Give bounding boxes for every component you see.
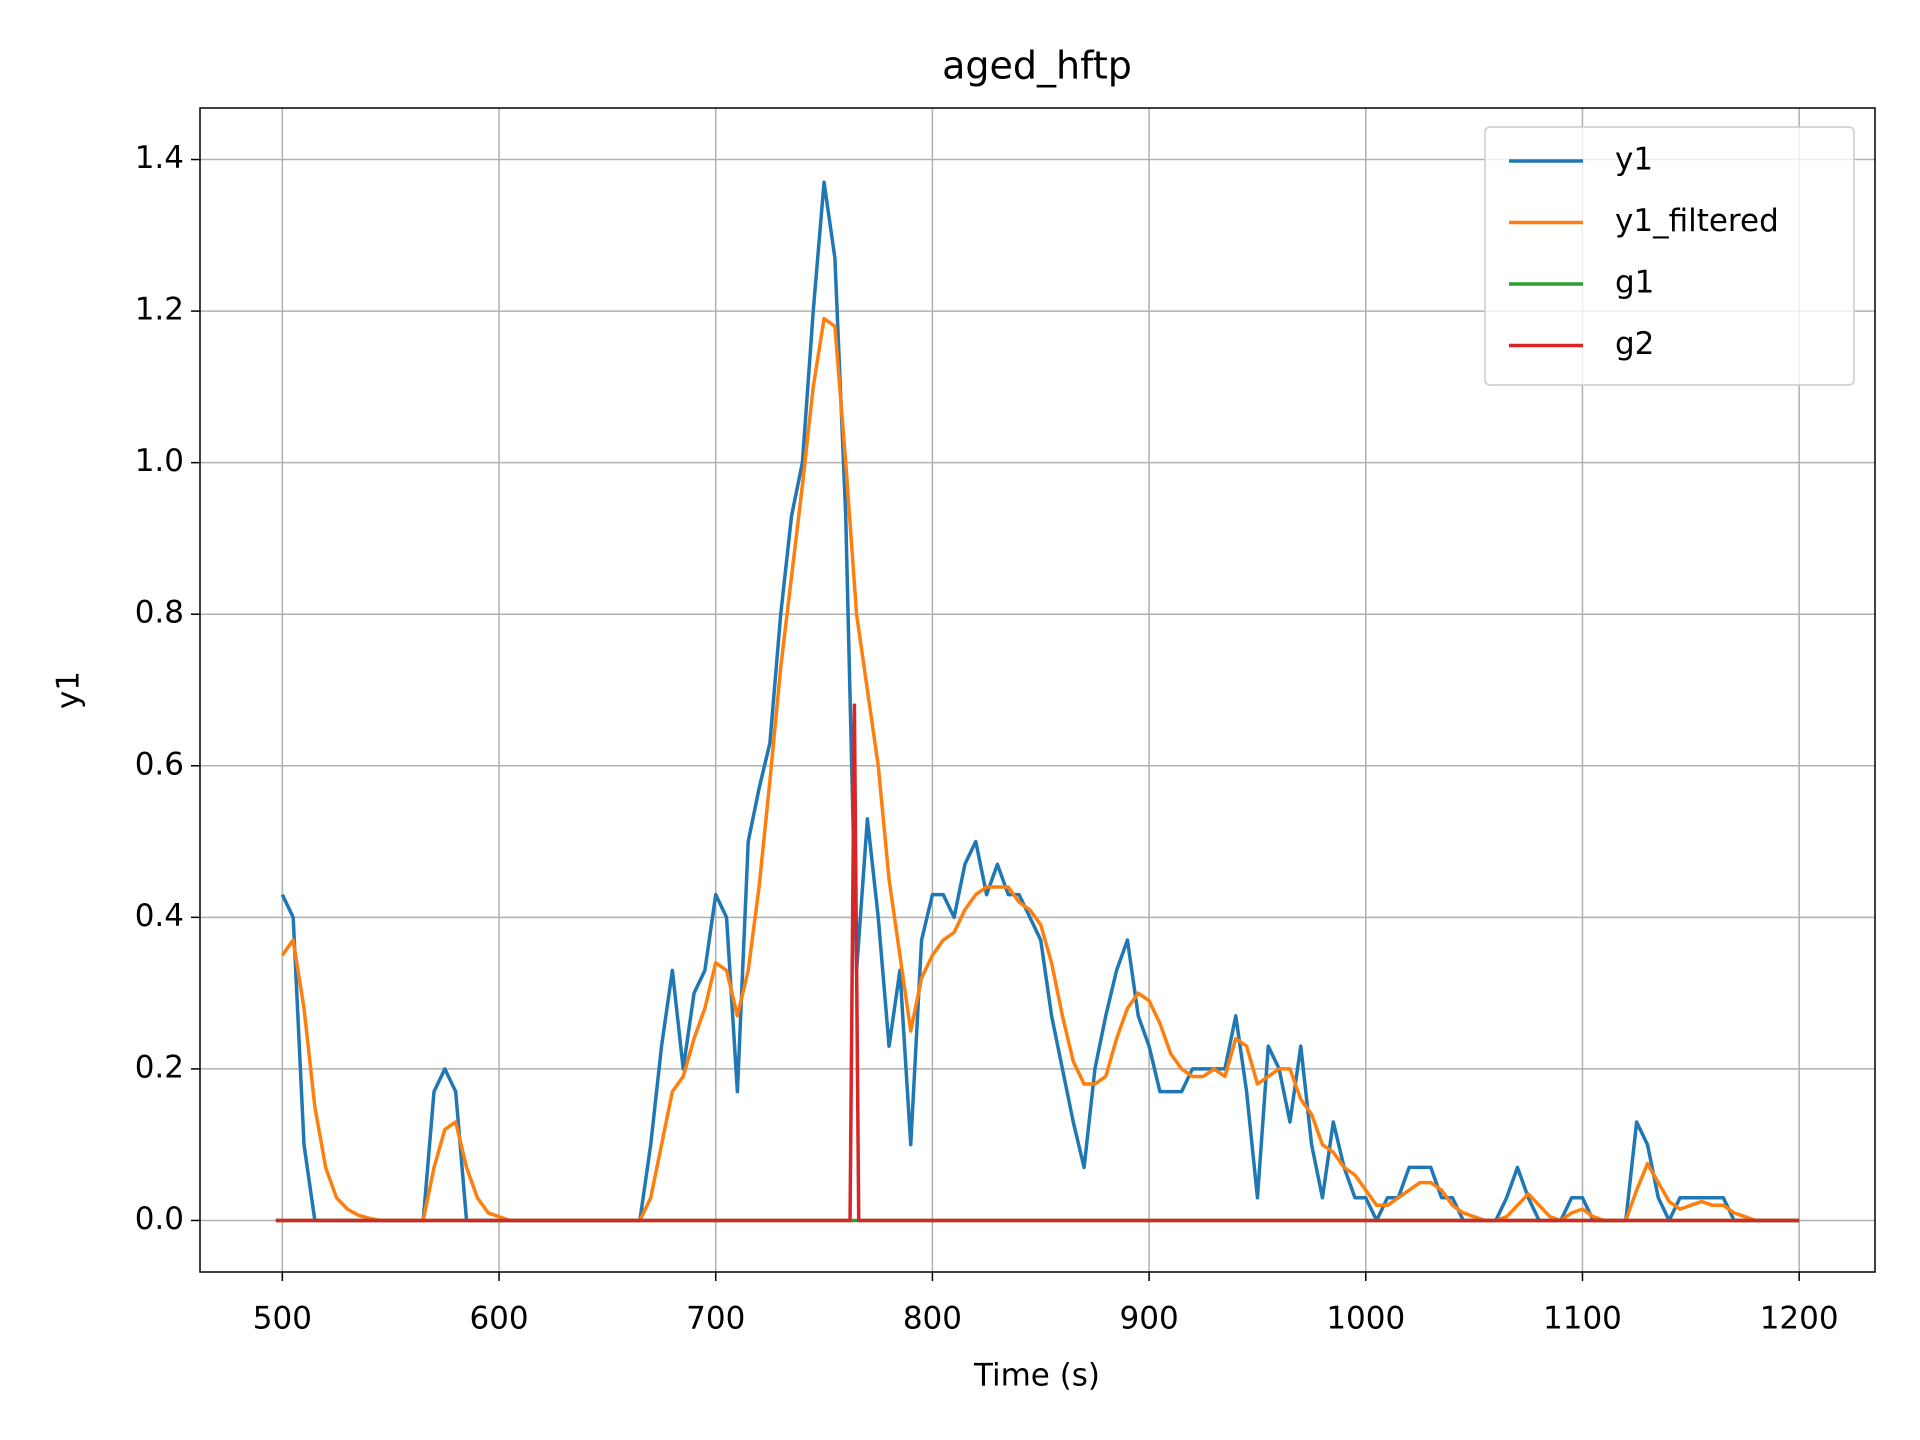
legend-label: y1_filtered bbox=[1615, 203, 1779, 239]
x-tick-label: 700 bbox=[686, 1301, 745, 1337]
x-tick-label: 1100 bbox=[1543, 1301, 1622, 1337]
series-line bbox=[280, 316, 1800, 1223]
legend-label: g1 bbox=[1615, 265, 1654, 301]
y-axis-label: y1 bbox=[51, 671, 87, 709]
y-tick-label: 1.2 bbox=[135, 292, 184, 328]
legend: y1 y1_filtered g1 g2 bbox=[1484, 126, 1855, 386]
x-tick-label: 1200 bbox=[1760, 1301, 1839, 1337]
series-line bbox=[275, 703, 1800, 1223]
plot-frame bbox=[199, 107, 1876, 1273]
y-tick-label: 0.2 bbox=[135, 1049, 184, 1085]
y-tick-label: 0.0 bbox=[135, 1201, 184, 1237]
chart-title: aged_hftp bbox=[942, 44, 1132, 88]
x-tick-label: 500 bbox=[253, 1301, 312, 1337]
x-tick-label: 1000 bbox=[1326, 1301, 1405, 1337]
legend-label: y1 bbox=[1615, 142, 1653, 178]
x-tick-label: 800 bbox=[903, 1301, 962, 1337]
y-tick-label: 1.0 bbox=[135, 443, 184, 479]
legend-box bbox=[1484, 126, 1855, 386]
x-tick-label: 900 bbox=[1120, 1301, 1179, 1337]
y-tick-label: 0.6 bbox=[135, 746, 184, 782]
x-axis-label: Time (s) bbox=[973, 1358, 1100, 1394]
y-tick-label: 0.4 bbox=[135, 898, 184, 934]
x-tick-label: 600 bbox=[469, 1301, 528, 1337]
y-tick-label: 0.8 bbox=[135, 595, 184, 631]
legend-label: g2 bbox=[1615, 326, 1654, 362]
y-tick-label: 1.4 bbox=[135, 140, 184, 176]
